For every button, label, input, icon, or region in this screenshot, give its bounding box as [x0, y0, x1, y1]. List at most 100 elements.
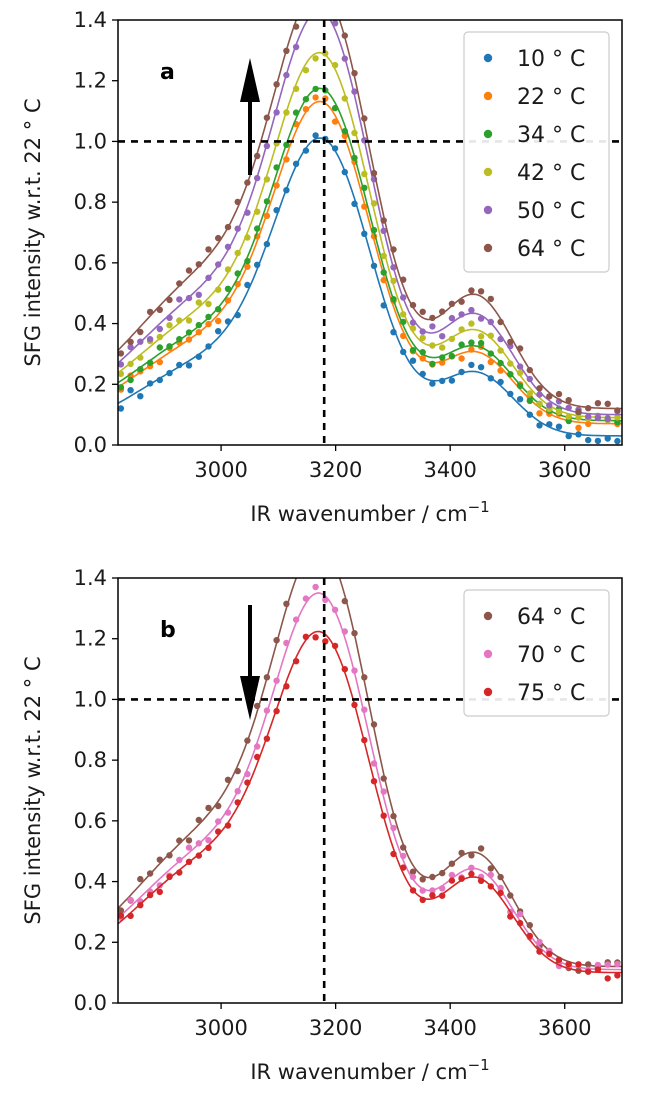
data-point	[516, 369, 524, 377]
data-point	[448, 877, 456, 884]
legend-label: 22 ° C	[517, 85, 585, 110]
data-point	[370, 760, 378, 767]
data-point	[361, 736, 368, 744]
data-point	[614, 960, 621, 968]
y-axis-label: SFG intensity w.r.t. 22 ° C	[21, 656, 45, 924]
data-point	[516, 345, 524, 352]
data-point	[283, 141, 290, 148]
data-point	[332, 1, 338, 7]
data-point	[176, 361, 183, 369]
data-point	[195, 852, 202, 859]
data-point	[487, 318, 494, 326]
data-point	[302, 106, 310, 113]
data-point	[137, 393, 144, 400]
panel-b: 3000 3200 3400 3600 0.0 0.2 0.4 0.6 0.8 1.0 1.2 1.4…	[21, 566, 623, 1084]
data-point	[507, 371, 514, 378]
data-point	[234, 767, 241, 775]
data-point	[458, 311, 465, 318]
data-point	[497, 367, 504, 374]
legend-label: 70 ° C	[517, 643, 585, 668]
data-point	[156, 325, 163, 333]
data-point	[458, 355, 465, 362]
data-point	[244, 770, 251, 778]
x-tick-label: 3000	[194, 1016, 247, 1040]
data-point	[292, 23, 300, 30]
data-point	[390, 296, 397, 303]
data-point	[575, 414, 582, 421]
data-point	[487, 871, 494, 879]
data-point	[205, 804, 212, 812]
y-tick-label: 0.4	[74, 312, 107, 336]
data-point	[507, 338, 514, 346]
data-point	[370, 200, 378, 207]
data-point	[166, 296, 173, 304]
data-point	[273, 164, 280, 171]
data-point	[185, 362, 193, 369]
fit-line-1	[118, 137, 622, 437]
data-point	[312, 132, 319, 139]
data-point	[351, 154, 358, 162]
data-point	[156, 888, 163, 896]
y-tick-label: 0.8	[74, 190, 107, 214]
x-tick-label: 3600	[538, 1016, 591, 1040]
data-point	[127, 912, 134, 919]
data-point	[215, 828, 222, 835]
data-point	[244, 234, 251, 241]
data-point	[224, 318, 232, 325]
plot-area	[118, 1, 622, 445]
data-point	[118, 370, 125, 377]
data-point	[273, 707, 280, 715]
data-point	[594, 437, 602, 445]
data-point	[137, 902, 144, 909]
legend-label: 64 ° C	[517, 237, 585, 262]
data-point	[536, 391, 543, 398]
data-point	[419, 887, 426, 894]
data-point	[224, 809, 232, 816]
data-point	[585, 420, 592, 428]
data-point	[516, 363, 524, 370]
data-point	[536, 410, 543, 417]
data-point	[244, 209, 251, 216]
data-point	[458, 298, 465, 305]
data-point	[331, 20, 339, 27]
data-point	[419, 896, 426, 904]
data-point	[283, 109, 290, 116]
data-point	[292, 85, 300, 93]
data-point	[176, 869, 183, 876]
data-point	[468, 864, 475, 871]
data-point	[146, 336, 154, 343]
data-point	[439, 344, 446, 351]
data-point	[594, 414, 602, 422]
data-point	[614, 414, 621, 421]
data-point	[195, 291, 202, 298]
data-point	[176, 856, 183, 864]
x-tick-label: 3000	[194, 458, 247, 482]
data-point	[604, 400, 611, 407]
data-point	[166, 852, 173, 859]
data-point	[156, 882, 163, 889]
data-point	[370, 721, 378, 728]
data-point	[118, 907, 125, 914]
data-point	[185, 329, 193, 336]
data-point	[400, 311, 407, 318]
data-point	[341, 128, 348, 135]
data-point	[380, 775, 387, 782]
y-tick-label: 1.0	[74, 687, 107, 711]
data-point	[263, 735, 271, 742]
y-axis-label: SFG intensity w.r.t. 22 ° C	[21, 98, 45, 366]
data-point	[292, 109, 300, 116]
x-axis-label: IR wavenumber / cm−1	[250, 498, 489, 526]
data-point	[176, 317, 183, 324]
data-point	[370, 169, 378, 177]
data-point	[263, 674, 271, 681]
data-point	[370, 226, 378, 234]
data-point	[156, 333, 163, 341]
data-point	[283, 683, 290, 690]
data-point	[292, 658, 300, 665]
plot-area	[118, 578, 622, 982]
data-point	[351, 701, 358, 709]
data-point	[341, 132, 348, 139]
data-point	[322, 12, 328, 18]
data-point	[497, 359, 504, 367]
data-point	[468, 346, 475, 353]
